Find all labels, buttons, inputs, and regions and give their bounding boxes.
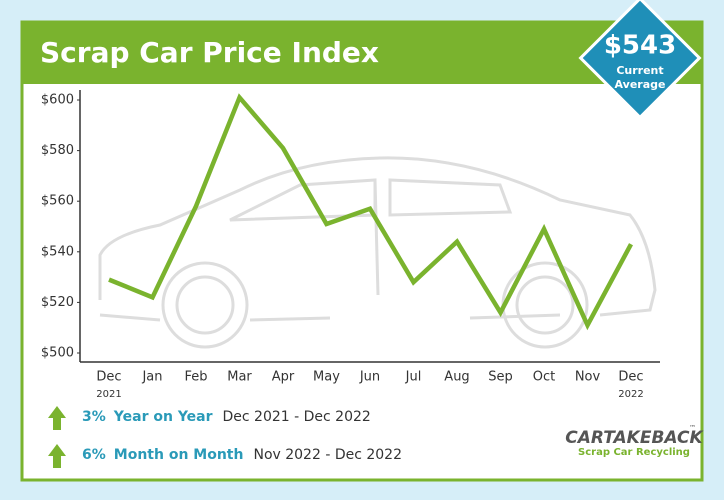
x-tick-label: Dec [618,370,643,385]
stat-period: Month on Month [113,447,244,463]
logo-name: CARTAKEBACK [565,428,704,448]
logo-tm: ™ [689,424,696,432]
stat-row: 6% Month on Month Nov 2022 - Dec 2022 [82,447,402,463]
stat-range: Dec 2021 - Dec 2022 [222,409,371,425]
x-tick-label: Aug [444,370,469,385]
badge-caption: Average [615,78,666,91]
x-tick-label: Jun [359,370,380,385]
x-tick-label: Mar [227,370,252,385]
badge: $543 Current Average [578,0,702,120]
x-tick-label: Apr [272,370,295,385]
up-arrow [48,444,66,468]
stat-period: Year on Year [113,409,213,425]
stat-row: 3% Year on Year Dec 2021 - Dec 2022 [82,409,371,425]
logo: CARTAKEBACK ™ Scrap Car Recycling [565,424,704,458]
price-line [108,93,633,331]
x-tick-label: Dec [96,370,121,385]
y-tick-label: $540 [41,244,74,259]
x-tick-label: Jan [141,370,162,385]
stat-change: 6% [82,447,106,463]
car-outline [98,156,657,349]
chart-title: Scrap Car Price Index [40,36,379,69]
up-arrow [48,406,66,430]
y-tick-label: $500 [41,346,74,361]
logo-tagline: Scrap Car Recycling [578,447,690,458]
y-tick-label: $600 [41,93,74,108]
badge-value: $543 [604,31,676,61]
badge-caption: Current [616,64,663,77]
x-tick-label: Feb [184,370,207,385]
stat-change: 3% [82,409,106,425]
badge-diamond [578,0,702,120]
x-tick-label: May [313,370,340,385]
x-tick-sublabel: 2022 [618,389,643,400]
y-tick-label: $560 [41,194,74,209]
x-tick-sublabel: 2021 [96,389,121,400]
y-tick-label: $520 [41,295,74,310]
x-tick-label: Sep [488,370,513,385]
x-tick-label: Jul [405,370,422,385]
x-tick-label: Nov [575,370,601,385]
panel [20,20,704,482]
x-tick-label: Oct [533,370,555,385]
y-tick-label: $580 [41,143,74,158]
stat-range: Nov 2022 - Dec 2022 [253,447,402,463]
